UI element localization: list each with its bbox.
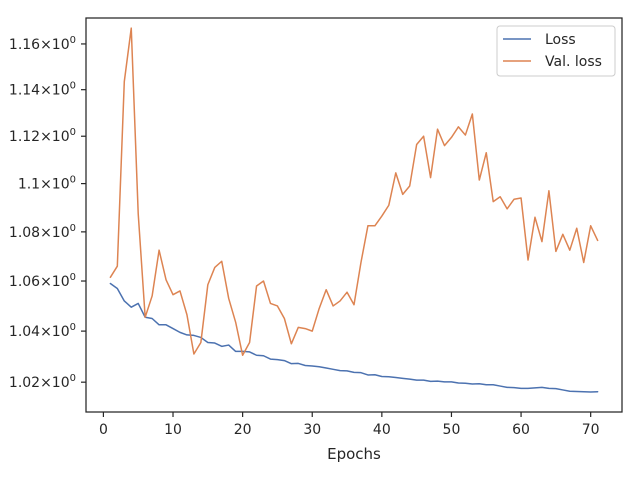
x-tick-label: 40 [373,422,391,438]
plot-area [86,18,622,412]
x-tick-label: 60 [512,422,530,438]
x-tick-label: 10 [164,422,182,438]
x-tick-label: 20 [234,422,252,438]
legend-label: Val. loss [545,54,602,70]
x-tick-label: 30 [303,422,321,438]
legend-entry: Val. loss [503,54,602,70]
x-tick-label: 0 [99,422,108,438]
plot-frame [85,17,623,413]
y-tick-label: 1.14×100 [9,81,76,99]
y-tick-label: 1.1×100 [18,175,76,193]
x-axis-label: Epochs [327,445,381,463]
series-layer [109,27,599,393]
legend: Loss Val. loss [496,25,616,77]
legend-label: Loss [545,32,576,48]
y-tick-label: 1.04×100 [9,322,76,340]
x-tick-label: 70 [582,422,600,438]
y-tick-label: 1.02×100 [9,373,76,391]
y-tick-label: 1.16×100 [9,35,76,53]
y-tick-label: 1.06×100 [9,272,76,290]
x-axis: 0 10 20 30 40 50 60 70 [99,412,600,438]
y-tick-label: 1.12×100 [9,127,76,145]
x-tick-label: 50 [443,422,461,438]
series-line-loss [109,282,599,393]
legend-entry: Loss [503,32,576,48]
y-tick-label: 1.08×100 [9,223,76,241]
y-axis: 1.02×100 1.04×100 1.06×100 1.08×100 1.1×100 1… [9,35,86,391]
series-line-val-loss [109,27,599,356]
